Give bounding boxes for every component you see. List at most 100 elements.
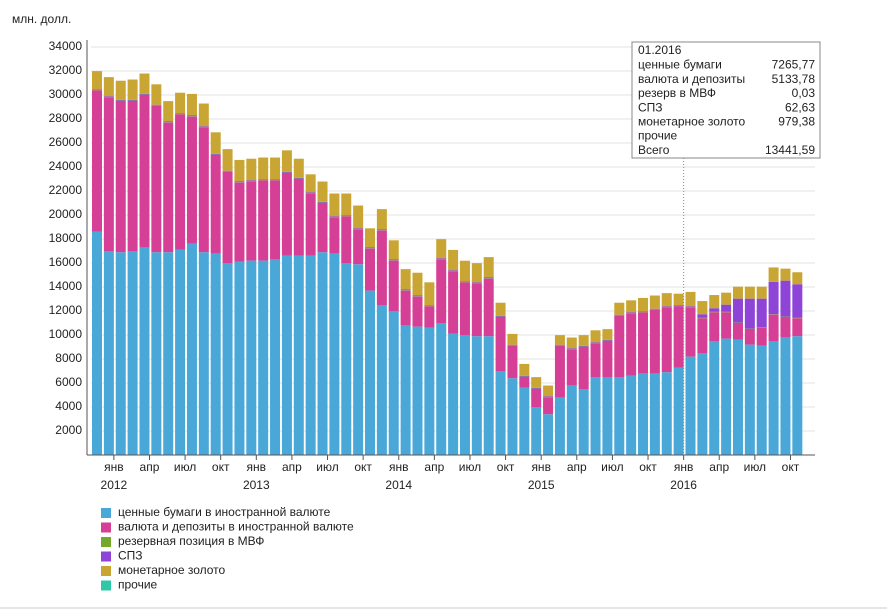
y-tick-label: 6000 (55, 375, 82, 389)
y-axis-label: млн. долл. (12, 12, 71, 26)
bar-segment (566, 337, 577, 349)
bar-segment (115, 99, 126, 101)
bar-segment (246, 180, 257, 182)
bar-segment (697, 318, 708, 353)
bar-segment (365, 247, 376, 249)
x-tick-label: апр (424, 460, 444, 474)
bar-segment (697, 353, 708, 455)
bar-segment (756, 327, 767, 346)
bar-segment (566, 385, 577, 455)
bar-segment (281, 171, 292, 173)
bar-segment (685, 307, 696, 357)
bar-segment (376, 209, 387, 230)
bar-segment (626, 300, 637, 313)
bar-segment (281, 255, 292, 455)
bar-segment (258, 179, 269, 180)
bar-segment (305, 174, 316, 193)
bar-segment (186, 243, 197, 455)
bar-segment (293, 179, 304, 256)
bar-segment (578, 389, 589, 455)
bar-segment (602, 339, 613, 341)
bar-segment (412, 326, 423, 455)
bar-segment (222, 170, 233, 172)
y-tick-label: 22000 (49, 183, 83, 197)
bar-segment (258, 180, 269, 261)
bar-segment (365, 228, 376, 248)
y-tick-label: 12000 (49, 303, 83, 317)
bar-segment (258, 157, 269, 180)
bar-segment (127, 99, 138, 101)
bar-segment (554, 335, 565, 345)
bar-segment (353, 228, 364, 230)
bar-segment (341, 216, 352, 263)
bar-segment (543, 397, 554, 415)
bar-segment (649, 309, 660, 374)
bar-segment (222, 149, 233, 171)
bar-segment (709, 312, 720, 341)
bar-segment (709, 295, 720, 309)
bar-segment (92, 71, 102, 90)
tooltip-row-label: валюта и депозиты (638, 72, 745, 86)
bar-segment (388, 259, 399, 261)
bar-segment (744, 329, 755, 345)
x-tick-label: апр (567, 460, 587, 474)
bar-segment (281, 150, 292, 172)
bar-segment (270, 259, 281, 455)
bar-segment (163, 122, 174, 253)
bar-segment (661, 293, 672, 307)
tooltip-row-value: 7265,77 (772, 58, 816, 72)
bar-segment (459, 260, 470, 282)
bar-segment (483, 336, 494, 455)
bar-segment (400, 269, 411, 290)
bar-segment (210, 132, 221, 154)
bar-segment (341, 193, 352, 216)
x-year-label: 2014 (385, 478, 412, 492)
bar-segment (459, 281, 470, 282)
bar-segment (780, 268, 791, 281)
bar-segment (566, 349, 577, 386)
x-tick-label: апр (709, 460, 729, 474)
bar-segment (103, 77, 114, 97)
bar-segment (554, 344, 565, 346)
bar-segment (234, 182, 245, 262)
y-tick-label: 30000 (49, 87, 83, 101)
x-tick-label: янв (531, 460, 551, 474)
bar-segment (246, 260, 257, 455)
bar-segment (649, 295, 660, 309)
bar-segment (649, 373, 660, 455)
bar-segment (661, 306, 672, 308)
bar-segment (483, 257, 494, 278)
bar-segment (139, 93, 150, 95)
bar-segment (186, 115, 197, 117)
bar-segment (329, 217, 340, 254)
bar-segment (685, 291, 696, 307)
bar-segment (614, 302, 625, 315)
bar-segment (626, 312, 637, 314)
x-tick-label: апр (140, 460, 160, 474)
bar-segment (638, 311, 649, 312)
bar-segment (519, 377, 530, 388)
bar-segment (400, 289, 411, 291)
bar-segment (388, 260, 399, 311)
y-tick-label: 4000 (55, 399, 82, 413)
bar-segment (638, 312, 649, 374)
bar-segment (175, 249, 186, 455)
bar-segment (293, 177, 304, 179)
bar-segment (590, 343, 601, 377)
bar-segment (448, 270, 459, 272)
bar-segment (543, 385, 554, 397)
legend-swatch (101, 537, 111, 547)
bar-segment (234, 159, 245, 182)
bar-segment (661, 372, 672, 455)
bar-segment (436, 323, 447, 455)
legend-swatch (101, 551, 111, 562)
bar-segment (436, 259, 447, 323)
bar-segment (400, 325, 411, 455)
bar-segment (151, 105, 162, 253)
bar-segment (163, 121, 174, 123)
bar-segment (127, 79, 138, 100)
tooltip-row-value: 979,38 (778, 114, 815, 128)
bar-segment (483, 277, 494, 279)
bar-segment (780, 337, 791, 455)
